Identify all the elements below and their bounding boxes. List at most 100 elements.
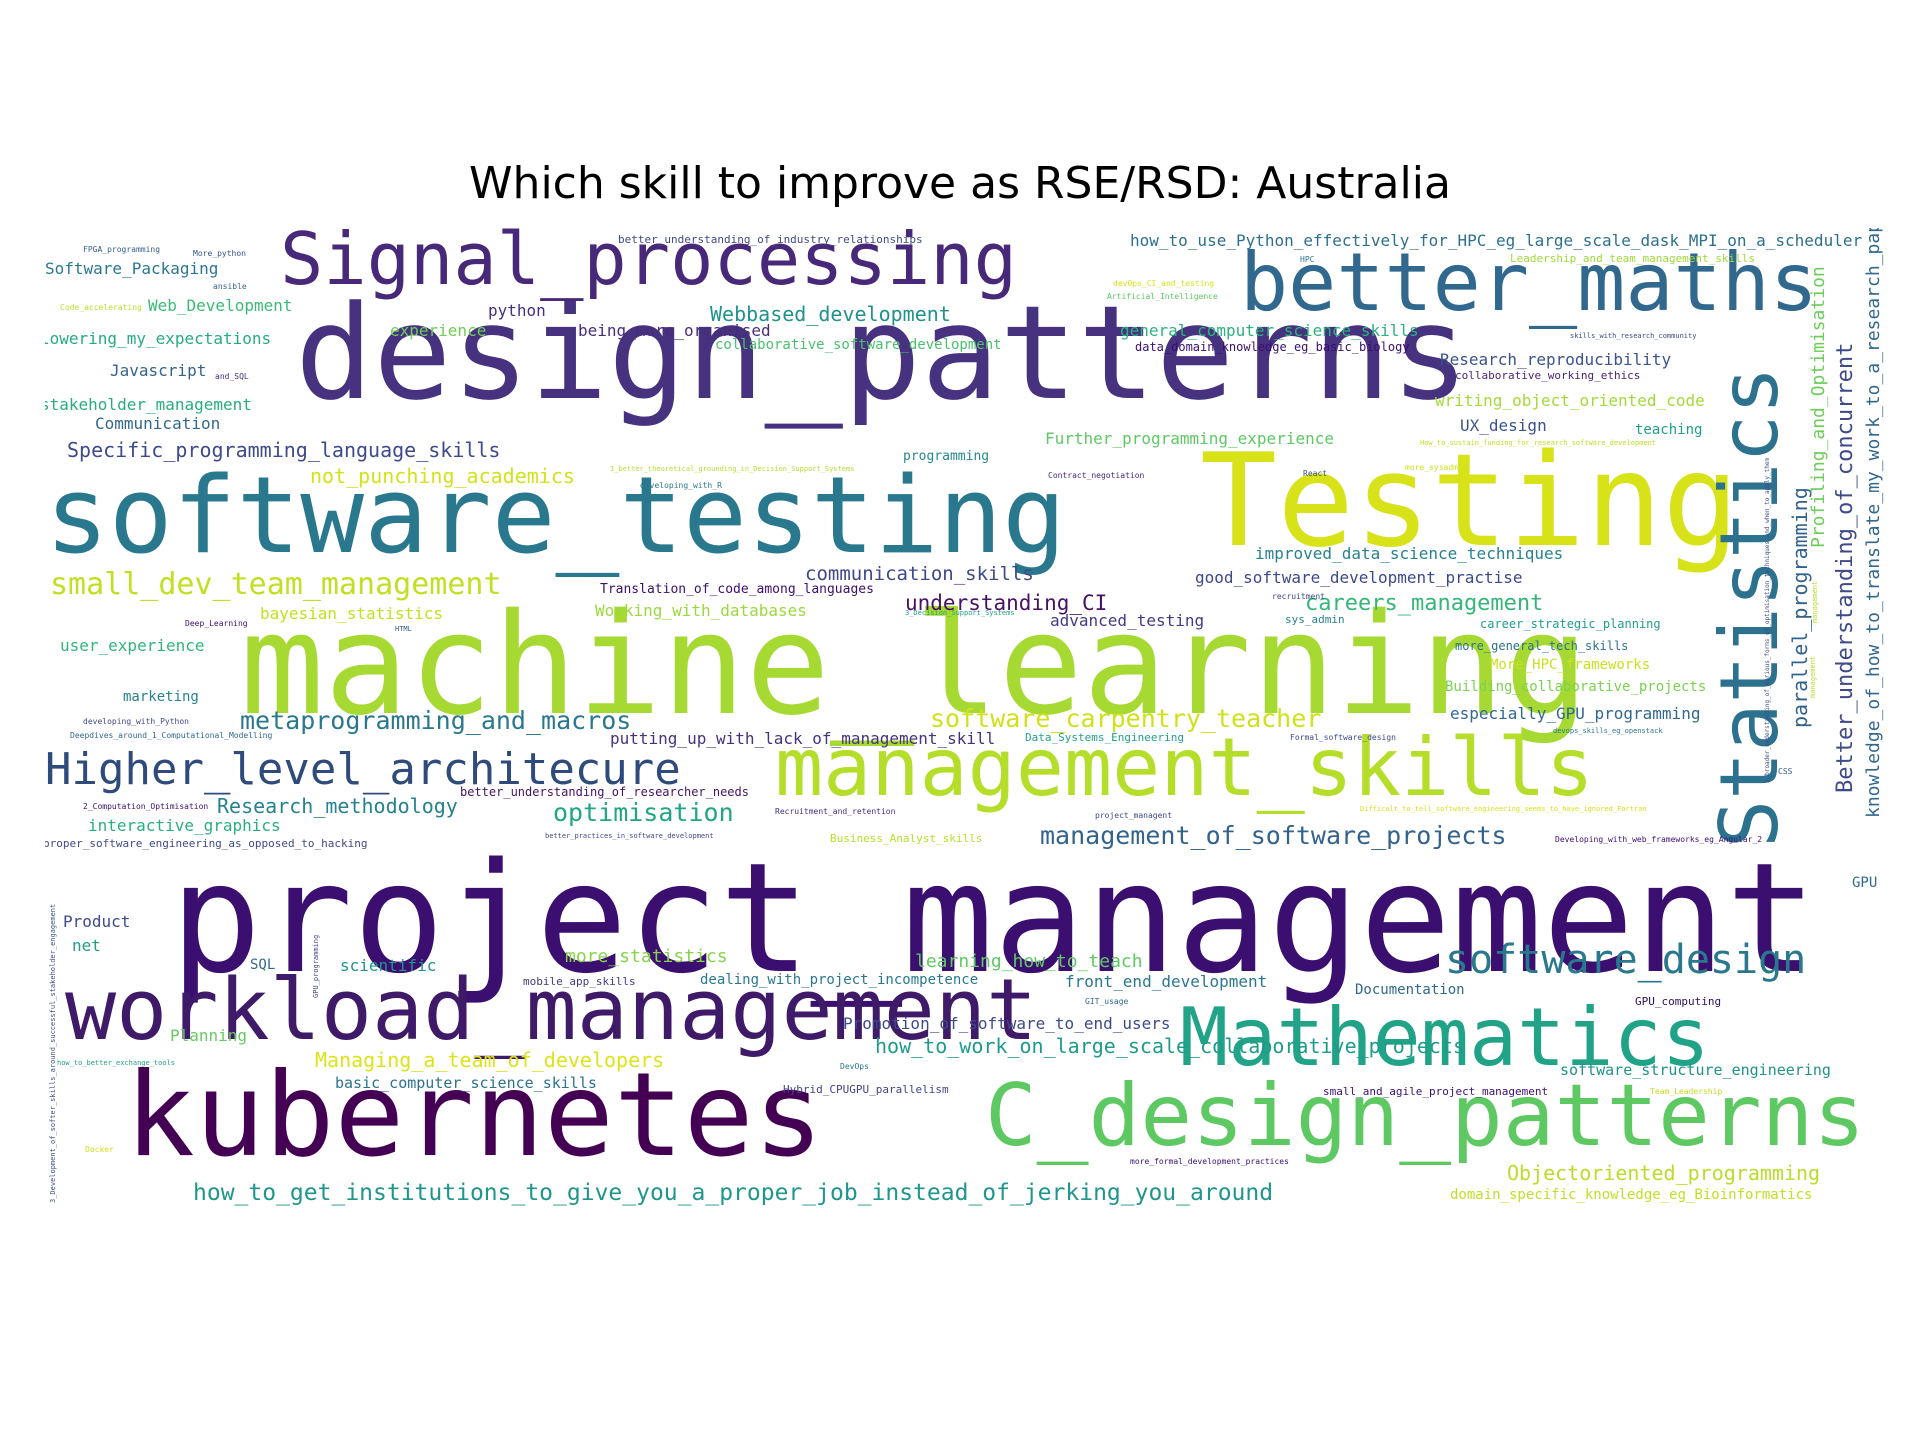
word-more-statistics: more_statistics [565, 946, 728, 967]
word-signal-processing: Signal_processing [280, 228, 1017, 301]
word-translation-code: Translation_of_code_among_languages [600, 582, 874, 597]
word-more-python: More_python [193, 249, 246, 258]
word-data-domain: data_domain_knowledge_eg_basic_biology [1135, 340, 1410, 354]
word-ai: Artificial_Intelligence [1107, 292, 1218, 301]
word-sql: SQL [250, 957, 276, 973]
word-career-strategic: career_strategic_planning [1480, 617, 1661, 631]
word-bayesian-statistics: bayesian_statistics [260, 604, 444, 623]
word-management-vertical-2: management [1811, 580, 1819, 623]
word-business-analyst: Business_Analyst_skills [830, 832, 983, 845]
word-profiling-optimisation: Profiling_and_Optimisation [1808, 266, 1829, 548]
word-further-programming: Further_programming_experience [1045, 429, 1334, 448]
word-decision-support-3: 3_Decision_Support_Systems [905, 609, 1015, 617]
word-javascript: Javascript [110, 361, 207, 380]
word-scientific: scientific [340, 956, 437, 975]
word-institutions-proper-job: how_to_get_institutions_to_give_you_a_pr… [193, 1180, 1274, 1206]
word-ansible: ansible [213, 282, 247, 291]
word-fortran: Difficult_to_tell_software_engineering_s… [1360, 805, 1647, 813]
word-parallel-programming: parallel_programming [1788, 487, 1812, 728]
word-formal-software-design: Formal_software_design [1290, 733, 1396, 742]
word-higher-level-architecure: Higher_level_architecure [45, 744, 681, 795]
word-product: Product [63, 912, 131, 931]
word-experience: experience [390, 321, 487, 340]
word-management-skills: management_skills [775, 721, 1594, 814]
word-gpu-computing: GPU_computing [1635, 995, 1722, 1008]
word-stakeholder-management: stakeholder_management [45, 395, 252, 414]
word-project-managent: project_managent [1095, 811, 1173, 820]
word-better-practices: better_practices_in_software_development [545, 832, 714, 840]
word-devops-ci: devOps_CI_and_testing [1113, 279, 1215, 288]
word-researcher-needs: better_understanding_of_researcher_needs [460, 785, 749, 799]
word-data-systems: Data_Systems_Engineering [1025, 731, 1184, 744]
word-machine-learning: machine_learning [240, 584, 1589, 747]
word-small-dev-team: small_dev_team_management [50, 567, 502, 602]
word-marketing: marketing [123, 689, 199, 705]
word-gpu: GPU [1852, 875, 1878, 891]
word-software-packaging: Software_Packaging [45, 259, 219, 278]
word-deepdives: Deepdives_around_1_Computational_Modelli… [70, 731, 273, 740]
word-putting-up: putting_up_with_lack_of_management_skill [610, 729, 996, 748]
word-kubernetes: kubernetes [125, 1048, 824, 1183]
word-optimisation: optimisation [553, 798, 734, 827]
word-formal-dev-practices: more_formal_development_practices [1130, 1157, 1289, 1166]
word-sustain-funding: How_to_sustain_funding_for_research_soft… [1420, 439, 1657, 447]
word-large-scale-collab: how_to_work_on_large_scale_collaborative… [875, 1034, 1466, 1058]
word-good-software-practise: good_software_development_practise [1195, 568, 1523, 587]
word-html: HTML [395, 625, 412, 633]
word-user-experience: user_experience [60, 636, 205, 655]
word-team-leadership: Team_Leadership [1650, 1087, 1723, 1096]
word-devops: DevOps [840, 1062, 869, 1071]
word-net: net [72, 936, 101, 955]
word-industry-relationships: better_understanding_of_industry_relatio… [618, 233, 923, 246]
word-understanding-ci: understanding_CI [905, 591, 1108, 615]
word-developing-r: developing_with_R [640, 481, 722, 490]
word-software-structure: software_structure_engineering [1560, 1061, 1831, 1079]
word-mobile-app: mobile_app_skills [523, 975, 636, 988]
word-careers-management: careers_management [1305, 591, 1544, 616]
word-project-incompetence: dealing_with_project_incompetence [700, 972, 979, 988]
word-advanced-testing: advanced_testing [1050, 611, 1205, 630]
word-general-cs-skills: general_computer_science_skills [1120, 321, 1419, 340]
word-react: React [1303, 469, 1328, 478]
word-not-punching-academics: not_punching_academics [310, 464, 575, 488]
word-documentation: Documentation [1355, 982, 1465, 998]
word-testing: Testing [1200, 427, 1740, 576]
word-teaching: teaching [1635, 422, 1703, 438]
word-sys-admin: sys_admin [1285, 613, 1345, 626]
word-metaprogramming: metaprogramming_and_macros [240, 706, 632, 735]
word-front-end: front_end_development [1065, 972, 1268, 991]
word-software-design: software_design [1445, 937, 1807, 983]
word-collab-ethics: collaborative_working_ethics [1455, 369, 1641, 382]
word-mathematics: Mathematics [1180, 991, 1710, 1084]
word-angular: Developing_with_web_frameworks_eg_Angula… [1555, 835, 1763, 844]
word-deep-learning: Deep_Learning [185, 619, 248, 628]
word-softer-skills: 3_Development_of_softer_skills_around_su… [49, 903, 57, 1203]
word-software-carpentry: software_carpentry_teacher [930, 704, 1322, 733]
word-gpu-programming-small: GPU_programming [312, 934, 320, 998]
word-and-sql: and_SQL [215, 372, 249, 381]
word-research-methodology: Research_methodology [217, 794, 458, 818]
word-writing-oo-code: writing_object_oriented_code [1435, 391, 1705, 410]
word-lowering-expectations: lowering_my_expectations [45, 329, 272, 348]
word-design-patterns: design_patterns [295, 277, 1469, 429]
word-objectoriented-programming: Objectoriented_programming [1507, 1161, 1821, 1185]
word-css: CSS [1778, 767, 1793, 776]
word-ux-design: UX_design [1460, 416, 1547, 435]
word-cloud: project_management machine_learning desi… [45, 228, 1885, 1208]
page-title: Which skill to improve as RSE/RSD: Austr… [469, 158, 1451, 209]
word-learning-teach: learning_how_to_teach [915, 951, 1143, 972]
word-hybrid-cpugpu: Hybrid_CPUGPU_parallelism [783, 1083, 949, 1096]
word-management-software-projects: management_of_software_projects [1040, 821, 1507, 850]
word-general-tech-skills: more_general_tech_skills [1455, 639, 1629, 653]
word-interactive-graphics: interactive_graphics [88, 816, 281, 835]
word-management-small: management [1809, 655, 1817, 698]
word-communication-skills: communication_skills [805, 563, 1034, 585]
word-exchange-tools: how_to_better_exchange_tools [57, 1059, 176, 1067]
word-python-hpc: how_to_use_Python_effectively_for_HPC_eg… [1130, 231, 1863, 250]
word-devops-openstack: devops_skills_eg_openstack [1553, 727, 1663, 735]
word-docker: Docker [85, 1145, 114, 1154]
word-git-usage: GIT_usage [1085, 997, 1129, 1006]
word-building-collab: Building_collaborative_projects [1445, 679, 1707, 695]
word-being-organised: being_more_organised [578, 321, 771, 340]
word-skills-research-community: skills_with_research_community [1570, 332, 1697, 340]
